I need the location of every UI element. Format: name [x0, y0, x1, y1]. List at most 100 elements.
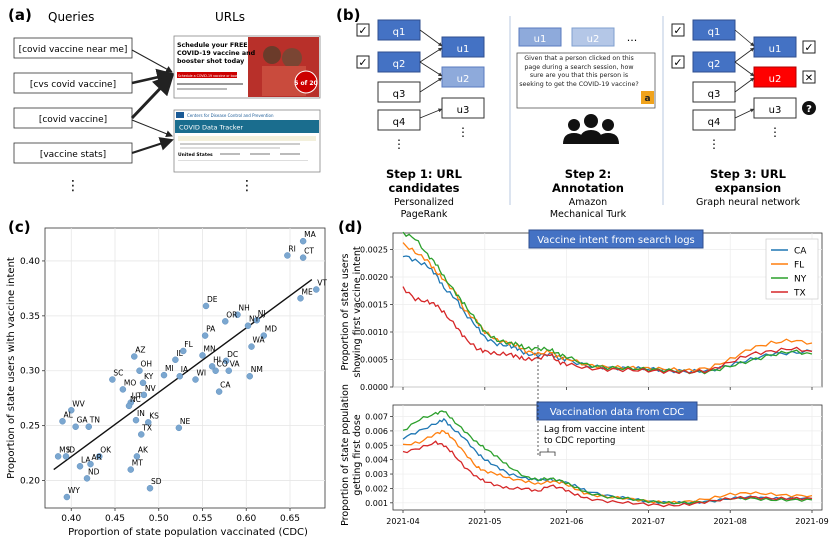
- cdc-title: COVID Data Tracker: [179, 124, 243, 132]
- edge-arrow: [734, 77, 755, 93]
- node-label: q1: [393, 27, 406, 38]
- step2-annotation: u1 u2 ... Given that a person clicked on…: [516, 27, 656, 144]
- unknown-icon-mark: ?: [806, 104, 812, 115]
- more-urls: ⋮: [240, 178, 254, 194]
- scatter-point: [136, 367, 143, 374]
- checkbox-checked: ✓: [804, 41, 813, 54]
- point-label: LA: [81, 455, 91, 464]
- legend-box: [765, 238, 819, 300]
- point-label: MS: [59, 445, 70, 454]
- panel-c-label: (c): [8, 218, 31, 236]
- url-node: [571, 27, 615, 47]
- intent-chart-title-box: [528, 229, 704, 249]
- point-label: KY: [144, 372, 154, 381]
- scatter-point: [131, 353, 138, 360]
- panel-c: (c) 0.40 0.45 0.50 0.55 0.60 0.65 0.20 0.25 0.30…: [6, 218, 327, 538]
- more-nodes: ⋮: [457, 125, 469, 139]
- point-label: OH: [141, 360, 153, 369]
- step3-title: expansion: [715, 181, 781, 195]
- step2-subtitle: Amazon: [569, 197, 607, 208]
- step3-title: Step 3: URL: [710, 167, 787, 181]
- point-label: CT: [304, 247, 314, 256]
- checkbox[interactable]: [671, 23, 685, 37]
- scatter-point: [297, 295, 304, 302]
- x-tick-label: 2021-07: [632, 517, 665, 526]
- scatter-point: [202, 302, 210, 310]
- x-tick-label: 0.45: [105, 514, 125, 524]
- lag-bracket: [539, 451, 556, 456]
- cvs-thumbnail[interactable]: 5 of 20 Schedule your FREE COVID-19 vacc…: [173, 35, 321, 99]
- edge-arrow: [734, 61, 755, 77]
- cdc-thumbnail[interactable]: Centers for Disease Control and Preventi…: [173, 109, 321, 173]
- panel-d: (d) 0.0000 0.0005 0.0010 0.0015 0.0020 0.0025…: [338, 218, 829, 526]
- url-node: [753, 97, 797, 119]
- series-line-fl: [402, 242, 813, 373]
- node-label: q4: [393, 117, 406, 128]
- scatter-point: [68, 407, 75, 414]
- url-node: [518, 27, 562, 47]
- edge-arrow: [131, 137, 174, 154]
- point-label: MO: [124, 378, 136, 387]
- scatter-point: [313, 286, 320, 293]
- step2-title: Step 2:: [565, 167, 611, 181]
- cvs-title: booster shot today: [177, 58, 244, 65]
- amazon-logo-icon: [641, 91, 654, 104]
- checkbox[interactable]: [802, 70, 816, 84]
- scatter-point: [54, 453, 62, 460]
- point-label: MN: [204, 344, 216, 353]
- point-label: WV: [72, 399, 85, 408]
- panel-a: (a) Queries URLs [covid vaccine near me]…: [8, 6, 321, 194]
- checkbox[interactable]: [356, 55, 370, 69]
- scatter-point: [109, 376, 116, 383]
- cdc-org-name: Centers for Disease Control and Preventi…: [187, 113, 274, 118]
- step1-subtitle: Personalized: [394, 197, 454, 208]
- step1-subtitle: PageRank: [401, 209, 448, 220]
- legend-label: NY: [794, 275, 807, 285]
- point-label: OR: [226, 310, 237, 319]
- y-tick-label: 0.003: [365, 470, 388, 479]
- edge-arrow: [419, 77, 443, 93]
- y-tick-label: 0.0015: [360, 301, 388, 310]
- plot-frame: [392, 232, 823, 388]
- checkbox[interactable]: [802, 40, 816, 54]
- edge-arrow: [419, 47, 443, 63]
- point-label: DC: [227, 350, 238, 359]
- panel-a-label: (a): [8, 6, 32, 24]
- scatter-ylabel: Proportion of state users with vaccine i…: [6, 257, 17, 479]
- amazon-logo-letter: a: [644, 94, 650, 104]
- query-box[interactable]: [13, 37, 133, 59]
- x-tick-label: 2021-05: [468, 517, 501, 526]
- edge-arrow: [734, 29, 755, 47]
- y-tick-label: 0.0025: [360, 246, 388, 255]
- intent-ylabel: showing first vaccine intent: [352, 246, 363, 378]
- more-queries: ⋮: [66, 178, 80, 194]
- y-tick-label: 0.0000: [360, 383, 388, 392]
- x-tick-label: 0.55: [192, 514, 212, 524]
- point-label: VT: [317, 278, 327, 287]
- offer-badge-text: 5 of 20: [294, 80, 317, 87]
- scatter-point: [160, 371, 168, 379]
- point-label: AZ: [135, 345, 145, 354]
- y-tick-label: 0.007: [365, 413, 388, 422]
- scatter-point: [146, 484, 154, 492]
- point-label: UT: [132, 392, 142, 401]
- point-label: MD: [265, 325, 277, 334]
- scatter-point: [201, 332, 209, 339]
- node-label: u2: [587, 34, 600, 45]
- more-urls: ...: [627, 31, 638, 44]
- checkbox[interactable]: [671, 55, 685, 69]
- cvs-schedule-button[interactable]: [177, 72, 237, 78]
- node-label: u2: [769, 74, 782, 85]
- y-tick-label: 0.20: [20, 477, 40, 487]
- checkbox-checked: ✓: [673, 24, 682, 37]
- checkbox[interactable]: [356, 23, 370, 37]
- scatter-point: [222, 318, 229, 325]
- scatter-point: [212, 367, 219, 374]
- scatter-point: [119, 386, 127, 393]
- y-tick-label: 0.35: [20, 312, 40, 322]
- query-text: [covid vaccine]: [39, 115, 107, 125]
- scatter-point: [244, 322, 252, 329]
- point-label: NE: [180, 417, 191, 426]
- node-label: u1: [457, 44, 470, 55]
